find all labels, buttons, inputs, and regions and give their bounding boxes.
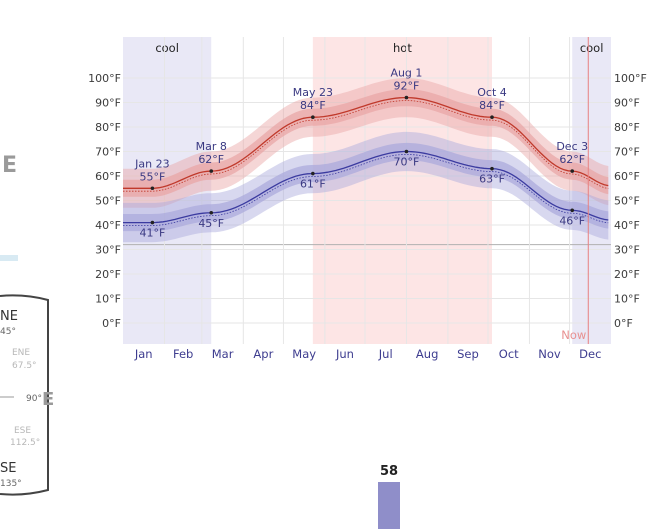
- season-band-label: cool: [155, 41, 179, 55]
- x-tick-label: May: [292, 347, 316, 361]
- x-tick-label: Nov: [538, 347, 561, 361]
- high-annotation-dot: [490, 115, 494, 119]
- compass-ne-deg: 45°: [0, 327, 16, 337]
- high-annotation-dot: [570, 169, 575, 173]
- compass-ne-label: NE: [0, 309, 18, 324]
- high-annotation-dot: [209, 169, 214, 173]
- high-annotation-dot: [150, 186, 155, 191]
- compass-ene-label: ENE: [12, 348, 30, 358]
- season-band-hot: [312, 37, 493, 344]
- high-annotation-date: Oct 4: [477, 86, 507, 99]
- low-outer-band: [123, 131, 609, 243]
- y-tick-label-left: 50°F: [95, 195, 121, 208]
- y-tick-label-left: 10°F: [95, 293, 121, 306]
- y-tick-label-right: 20°F: [614, 268, 640, 281]
- season-band-label: cool: [580, 41, 604, 55]
- high-annotation-value: 62°F: [198, 153, 224, 166]
- low-annotation-dot: [209, 210, 214, 215]
- low-temperature-line: [123, 150, 609, 224]
- high-annotation-date: Dec 3: [556, 140, 588, 153]
- compass-se-label: SE: [0, 461, 16, 476]
- x-tick-label: Mar: [212, 347, 234, 361]
- low-annotation-dot: [404, 149, 409, 154]
- y-tick-label-right: 10°F: [614, 293, 640, 306]
- y-tick-label-right: 30°F: [614, 244, 640, 257]
- y-tick-label-left: 30°F: [95, 244, 121, 257]
- y-tick-label-right: 80°F: [614, 121, 640, 134]
- y-tick-label-right: 90°F: [614, 97, 640, 110]
- low-annotation-dot: [490, 166, 494, 171]
- y-tick-label-right: 60°F: [614, 170, 640, 183]
- low-annotation-value: 41°F: [139, 227, 165, 240]
- y-tick-label-left: 40°F: [95, 219, 121, 232]
- high-annotation-value: 55°F: [139, 170, 165, 183]
- high-annotation-date: May 23: [293, 86, 333, 99]
- low-dotted-line: [123, 154, 609, 226]
- x-tick-label: Jun: [335, 347, 354, 361]
- y-tick-label-left: 100°F: [88, 72, 121, 85]
- high-annotation-dot: [404, 95, 409, 100]
- y-tick-label-right: 50°F: [614, 195, 640, 208]
- compass-e-label: E: [42, 389, 54, 410]
- compass-e-deg: 90°: [26, 394, 42, 404]
- compass-ene-deg: 67.5°: [12, 361, 37, 371]
- now-label: Now: [561, 328, 586, 342]
- compass-se-deg: 135°: [0, 479, 22, 489]
- y-tick-label-left: 90°F: [95, 97, 121, 110]
- low-annotation-dot: [311, 171, 315, 176]
- y-tick-label-left: 80°F: [95, 121, 121, 134]
- y-tick-label-right: 0°F: [614, 317, 633, 330]
- y-tick-label-left: 60°F: [95, 170, 121, 183]
- x-tick-label: Apr: [253, 347, 273, 361]
- high-annotation-value: 84°F: [300, 99, 326, 112]
- y-tick-label-right: 70°F: [614, 146, 640, 159]
- high-dotted-line: [123, 100, 609, 192]
- low-annotation-value: 45°F: [198, 217, 224, 230]
- y-tick-label-left: 20°F: [95, 268, 121, 281]
- high-annotation-date: Aug 1: [390, 67, 422, 80]
- compass-partial-letter: E: [2, 153, 17, 178]
- low-annotation-value: 70°F: [394, 156, 420, 169]
- low-annotation-value: 46°F: [559, 214, 585, 227]
- low-annotation-value: 63°F: [479, 173, 505, 186]
- x-tick-label: Oct: [499, 347, 519, 361]
- x-tick-label: Aug: [416, 347, 438, 361]
- y-tick-label-left: 70°F: [95, 146, 121, 159]
- y-tick-label-left: 0°F: [102, 317, 121, 330]
- high-inner-band: [123, 89, 609, 197]
- season-band-label: hot: [393, 41, 412, 55]
- high-annotation-date: Jan 23: [134, 157, 169, 170]
- x-tick-label: Jul: [378, 347, 393, 361]
- compass-ese-deg: 112.5°: [10, 438, 40, 448]
- low-annotation-value: 61°F: [300, 178, 326, 191]
- y-tick-label-right: 100°F: [614, 72, 647, 85]
- high-annotation-date: Mar 8: [196, 140, 227, 153]
- low-annotation-dot: [150, 220, 155, 225]
- high-annotation-value: 92°F: [394, 80, 420, 93]
- bar: [378, 482, 400, 529]
- high-annotation-dot: [311, 115, 315, 119]
- compass-ring: [0, 294, 49, 496]
- low-annotation-dot: [570, 208, 575, 213]
- high-temperature-line: [123, 96, 609, 189]
- x-tick-label: Dec: [579, 347, 601, 361]
- high-annotation-value: 84°F: [479, 99, 505, 112]
- high-annotation-value: 62°F: [559, 153, 585, 166]
- x-tick-label: Jan: [134, 347, 153, 361]
- y-tick-label-right: 40°F: [614, 219, 640, 232]
- low-inner-band: [123, 142, 609, 232]
- bar-value-label: 58: [380, 464, 398, 479]
- x-tick-label: Feb: [173, 347, 193, 361]
- x-tick-label: Sep: [457, 347, 479, 361]
- compass-ese-label: ESE: [14, 426, 31, 436]
